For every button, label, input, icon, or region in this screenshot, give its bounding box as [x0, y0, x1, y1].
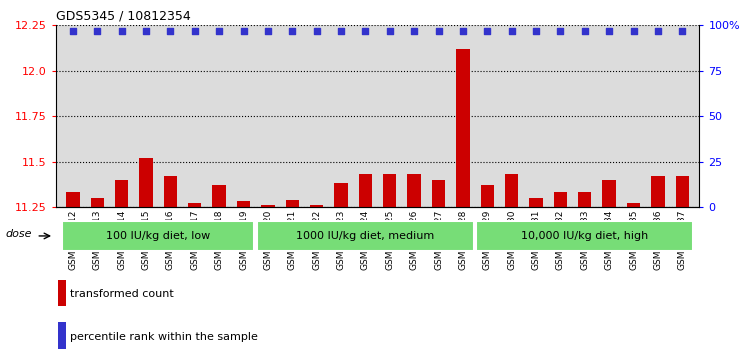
Point — [115, 28, 127, 34]
Bar — [66, 192, 80, 207]
Bar — [310, 205, 324, 207]
FancyBboxPatch shape — [476, 221, 693, 251]
Bar — [456, 49, 469, 207]
Point — [335, 28, 347, 34]
Point — [457, 28, 469, 34]
Text: transformed count: transformed count — [70, 289, 173, 299]
Point — [530, 28, 542, 34]
Point — [652, 28, 664, 34]
Point — [408, 28, 420, 34]
Bar — [651, 176, 664, 207]
Text: 10,000 IU/kg diet, high: 10,000 IU/kg diet, high — [521, 231, 649, 241]
Bar — [432, 180, 445, 207]
Bar — [188, 203, 202, 207]
Bar — [286, 200, 299, 207]
Point — [140, 28, 152, 34]
Point — [554, 28, 566, 34]
Text: GDS5345 / 10812354: GDS5345 / 10812354 — [56, 10, 190, 23]
Point — [164, 28, 176, 34]
Point — [628, 28, 640, 34]
Point — [676, 28, 688, 34]
Point — [214, 28, 225, 34]
Point — [262, 28, 274, 34]
Bar — [383, 174, 397, 207]
Point — [603, 28, 615, 34]
Bar — [213, 185, 226, 207]
FancyBboxPatch shape — [62, 221, 254, 251]
Point — [506, 28, 518, 34]
Bar — [529, 198, 542, 207]
Bar — [115, 180, 128, 207]
Point — [67, 28, 79, 34]
Bar — [91, 198, 104, 207]
Bar — [334, 183, 347, 207]
Bar — [603, 180, 616, 207]
Point — [481, 28, 493, 34]
Bar — [237, 201, 250, 207]
Bar — [359, 174, 372, 207]
Point — [311, 28, 323, 34]
Point — [359, 28, 371, 34]
Point — [432, 28, 444, 34]
FancyBboxPatch shape — [257, 221, 474, 251]
Bar — [505, 174, 519, 207]
Point — [384, 28, 396, 34]
Bar — [481, 185, 494, 207]
Bar — [58, 280, 65, 306]
Text: 1000 IU/kg diet, medium: 1000 IU/kg diet, medium — [296, 231, 434, 241]
Point — [579, 28, 591, 34]
Bar — [164, 176, 177, 207]
Bar — [58, 322, 65, 349]
Text: percentile rank within the sample: percentile rank within the sample — [70, 331, 258, 342]
Bar — [676, 176, 689, 207]
Bar — [139, 158, 153, 207]
Point — [189, 28, 201, 34]
Text: 100 IU/kg diet, low: 100 IU/kg diet, low — [106, 231, 211, 241]
Point — [237, 28, 249, 34]
Point — [286, 28, 298, 34]
Bar — [261, 205, 275, 207]
Bar — [408, 174, 421, 207]
Bar — [554, 192, 567, 207]
Bar — [627, 203, 641, 207]
Bar — [578, 192, 591, 207]
Point — [92, 28, 103, 34]
Text: dose: dose — [6, 229, 33, 239]
